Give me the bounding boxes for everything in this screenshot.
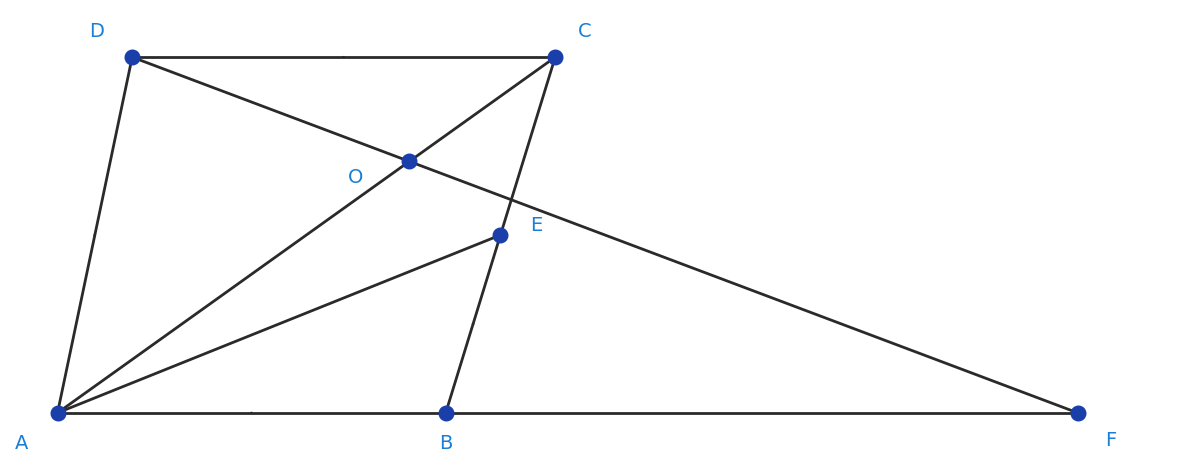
Text: O: O (348, 168, 364, 187)
Text: D: D (89, 22, 103, 41)
Text: F: F (1105, 431, 1117, 450)
Text: E: E (530, 216, 542, 235)
Text: A: A (16, 434, 29, 453)
Text: B: B (439, 434, 452, 453)
Text: C: C (578, 22, 592, 41)
